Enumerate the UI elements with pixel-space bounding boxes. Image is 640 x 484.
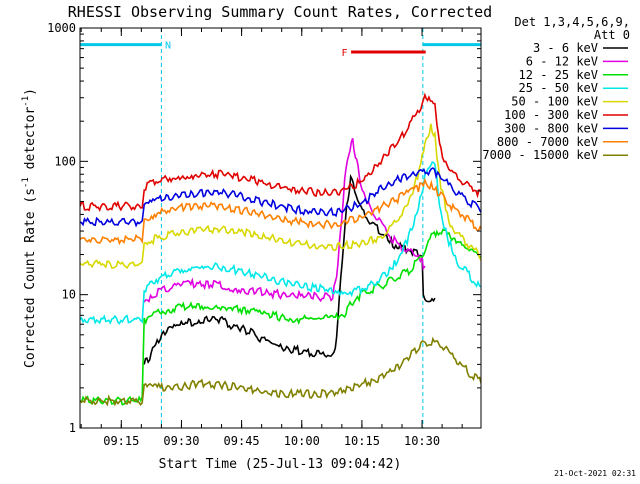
footer-timestamp: 21-Oct-2021 02:31 [554, 469, 636, 478]
series-line [80, 92, 481, 213]
series-line [80, 161, 481, 325]
plot-frame [79, 27, 482, 429]
legend-label: 100 - 300 keV [504, 108, 598, 122]
flag-label: F [341, 48, 347, 59]
y-tick-label: 1 [69, 421, 76, 435]
series-line [80, 228, 481, 406]
legend-header-line-2: Att 0 [594, 28, 630, 42]
flag-label: N [165, 41, 171, 52]
legend-label: 300 - 800 keV [504, 121, 598, 135]
y-tick-label: 1000 [47, 21, 76, 35]
legend-label: 12 - 25 keV [519, 68, 598, 82]
x-tick-label: 09:45 [224, 434, 260, 448]
legend-label: 50 - 100 keV [511, 95, 598, 109]
x-tick-label: 10:00 [284, 434, 320, 448]
series-line [80, 167, 481, 228]
series-line [143, 138, 426, 303]
series-line [80, 177, 481, 246]
x-tick-label: 10:30 [404, 434, 440, 448]
legend-label: 25 - 50 keV [519, 81, 598, 95]
legend-label: 6 - 12 keV [526, 54, 598, 68]
legend-label: 800 - 7000 keV [497, 135, 598, 149]
legend-label: 3 - 6 keV [533, 41, 598, 55]
y-axis-label-sup2: -1 [21, 96, 31, 107]
y-tick-label: 10 [62, 288, 76, 302]
x-axis-label: Start Time (25-Jul-13 09:04:42) [159, 457, 402, 472]
y-axis-label-main: Corrected Count Rate (s [23, 188, 38, 368]
y-axis-label-end: ) [23, 88, 38, 96]
x-tick-label: 10:15 [344, 434, 380, 448]
series-line [80, 336, 481, 407]
y-axis-label: Corrected Count Rate (s-1 detector-1) [21, 88, 38, 368]
y-axis-label-mid: detector [23, 107, 38, 178]
series-line [143, 173, 436, 365]
series-line [80, 123, 481, 270]
chart-title: RHESSI Observing Summary Count Rates, Co… [68, 3, 492, 21]
x-tick-label: 09:15 [103, 434, 139, 448]
x-tick-label: 09:30 [163, 434, 199, 448]
legend-label: 7000 - 15000 keV [482, 148, 598, 162]
y-tick-label: 100 [54, 154, 76, 168]
legend-header-line-1: Det 1,3,4,5,6,9, [514, 15, 630, 29]
y-axis-label-sup1: -1 [21, 177, 31, 188]
